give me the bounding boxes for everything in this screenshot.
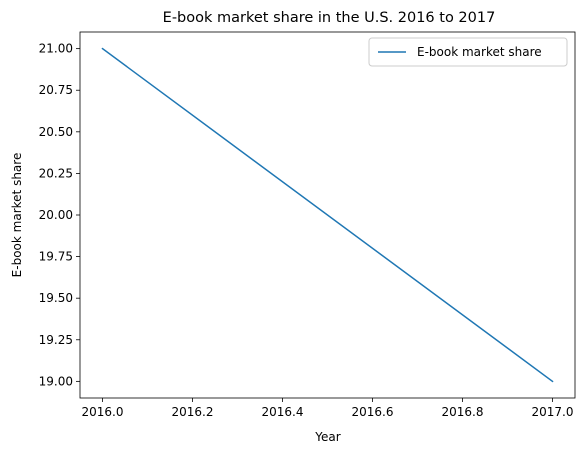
y-tick-label: 21.00 (39, 42, 73, 56)
series-layer (101, 47, 554, 383)
x-tick-label: 2016.6 (352, 405, 394, 419)
legend: E-book market share (368, 37, 568, 67)
x-tick-label: 2017.0 (532, 405, 574, 419)
legend-label: E-book market share (417, 45, 542, 59)
x-tick-label: 2016.0 (82, 405, 124, 419)
y-tick-label: 19.75 (39, 250, 73, 264)
y-tick-label: 20.00 (39, 208, 73, 222)
legend-box (368, 37, 568, 67)
y-tick-label: 20.50 (39, 125, 73, 139)
y-tick-label: 19.50 (39, 291, 73, 305)
x-axis-ticks: 2016.0 2016.2 2016.4 2016.6 2016.8 2017.0 (82, 398, 574, 419)
y-tick-label: 19.00 (39, 374, 73, 388)
x-tick-label: 2016.4 (262, 405, 304, 419)
y-tick-label: 20.25 (39, 166, 73, 180)
y-axis-label: E-book market share (10, 153, 24, 278)
y-tick-label: 19.25 (39, 333, 73, 347)
x-tick-label: 2016.2 (172, 405, 214, 419)
plot-frame (79, 31, 576, 399)
x-axis-label: Year (314, 430, 340, 444)
y-axis-ticks: 19.00 19.25 19.50 19.75 20.00 20.25 20.50 20.75… (39, 42, 80, 388)
chart-title: E-book market share in the U.S. 2016 to … (163, 10, 496, 26)
x-tick-label: 2016.8 (442, 405, 484, 419)
y-tick-label: 20.75 (39, 83, 73, 97)
series-line (101, 47, 554, 383)
